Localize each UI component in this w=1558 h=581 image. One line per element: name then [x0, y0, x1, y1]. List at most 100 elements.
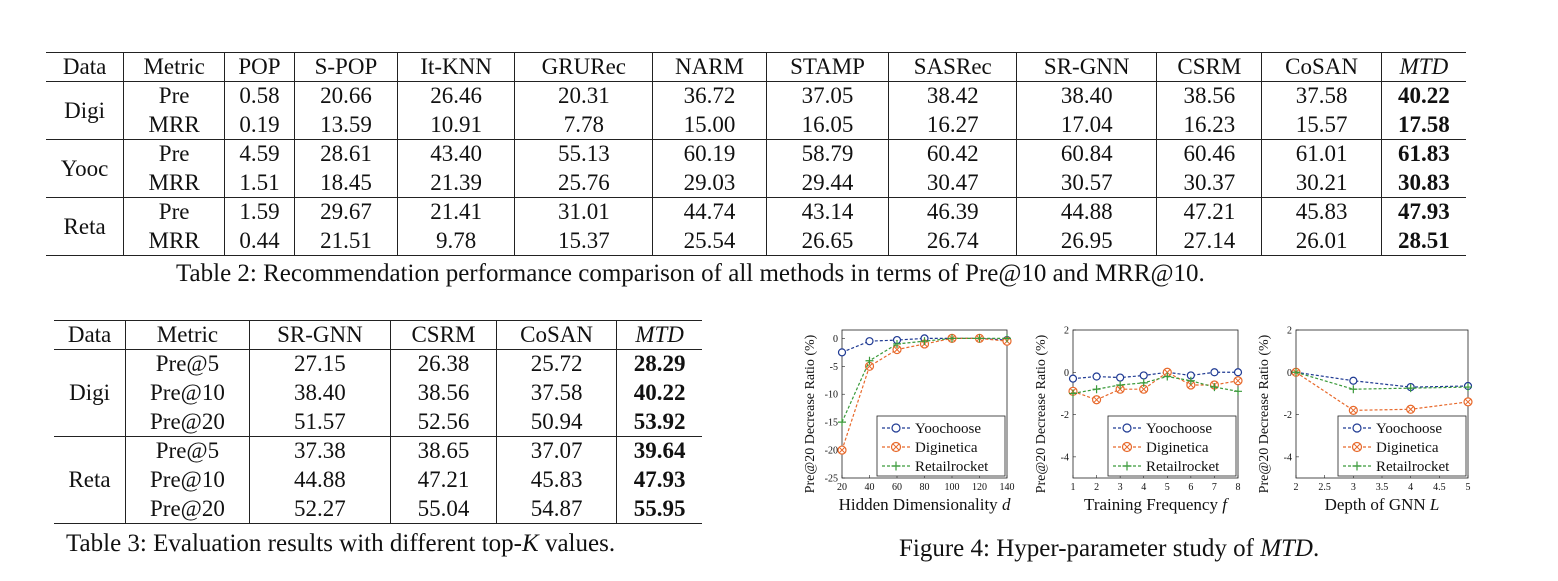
- data-point-cross: [838, 446, 846, 454]
- value-cell: 52.27: [249, 494, 392, 524]
- metric-cell: MRR: [123, 110, 226, 140]
- x-tick-label: 7: [1212, 482, 1217, 493]
- data-point: [1234, 387, 1242, 396]
- legend-label: Diginetica: [1376, 440, 1439, 456]
- value-cell: 4.59: [224, 139, 295, 169]
- data-point: [1233, 368, 1243, 377]
- y-tick-label: -5: [830, 362, 838, 373]
- x-tick-label: 1: [1071, 482, 1076, 493]
- table-row: Yooc Pre 4.59 28.61 43.40 55.13 60.19 58.79 60.4…: [46, 139, 1466, 198]
- x-tick-label: 2: [1094, 482, 1099, 493]
- value-cell: 21.51: [294, 226, 398, 256]
- value-cell: 37.07: [496, 436, 618, 466]
- value-cell: 51.57: [249, 407, 392, 437]
- data-point-cross: [866, 363, 873, 370]
- x-tick-label: 2: [1294, 482, 1299, 493]
- column-header: CoSAN: [1261, 52, 1382, 82]
- data-point: [1349, 385, 1358, 394]
- x-tick-label: 4: [1141, 482, 1146, 493]
- series-line-yoochoose: [1295, 371, 1469, 388]
- table-3-caption: Table 3: Evaluation results with differe…: [66, 530, 616, 557]
- value-cell: 44.88: [249, 465, 392, 495]
- value-cell: 55.13: [514, 139, 654, 169]
- plot-frame: [1072, 329, 1239, 479]
- legend-marker: [1352, 423, 1362, 433]
- best-value: 17.58: [1398, 111, 1450, 137]
- x-tick-label: 60: [892, 482, 902, 493]
- value-cell: 36.72: [652, 81, 767, 111]
- value-cell: 26.38: [390, 349, 497, 379]
- best-value: 61.83: [1398, 141, 1450, 167]
- data-point: [1186, 376, 1195, 385]
- x-tick-label: 140: [1000, 482, 1015, 493]
- table-header-row: Data Metric SR-GNN CSRM CoSAN MTD: [54, 320, 702, 350]
- data-point-cross: [1140, 386, 1147, 393]
- dataset-cell: Digi: [54, 349, 127, 437]
- legend-label: Retailrocket: [1146, 459, 1220, 475]
- value-cell: 21.39: [397, 168, 516, 198]
- value-cell: 16.05: [766, 110, 890, 140]
- dataset-cell: Reta: [46, 197, 125, 256]
- value-cell: 38.40: [1016, 81, 1158, 111]
- metric-cell: Pre@20: [125, 407, 250, 437]
- value-cell: 30.37: [1156, 168, 1263, 198]
- mtd-label: MTD: [635, 322, 684, 347]
- value-cell: 43.40: [397, 139, 516, 169]
- metric-cell: Pre@10: [125, 465, 250, 495]
- value-cell: 25.72: [496, 349, 618, 379]
- metric-cell: Pre: [123, 81, 226, 111]
- results-table-3: Data Metric SR-GNN CSRM CoSAN MTD Digi Pre@5 27.…: [54, 320, 702, 524]
- data-point-cross: [893, 346, 901, 353]
- data-point: [1092, 372, 1101, 381]
- y-tick-label: 2: [1064, 326, 1069, 337]
- value-cell: 38.65: [390, 436, 497, 466]
- y-tick-label: -15: [825, 418, 838, 429]
- column-header: CSRM: [1156, 52, 1263, 82]
- table-row: MRR 1.51 18.45 21.39 25.76 29.03 29.44 30.47 30.…: [46, 168, 1466, 198]
- y-tick-label: -25: [825, 474, 838, 485]
- y-tick-label: 0: [1064, 368, 1069, 379]
- data-point: [1139, 378, 1148, 387]
- x-tick-label: 3: [1118, 482, 1123, 493]
- column-header: Metric: [123, 52, 226, 82]
- value-cell: 25.54: [652, 226, 767, 256]
- value-cell: 1.51: [224, 168, 295, 198]
- value-cell: 39.64: [617, 437, 702, 466]
- value-cell: 26.95: [1016, 226, 1158, 256]
- value-cell: 28.29: [617, 350, 702, 379]
- data-point: [1003, 334, 1011, 343]
- value-cell: 47.21: [1156, 197, 1263, 227]
- best-value: 40.22: [1398, 83, 1450, 109]
- metric-cell: Pre: [123, 139, 226, 169]
- value-cell: 30.21: [1261, 168, 1382, 198]
- table-header-row: Data Metric POP S-POP It-KNN GRURec NARM STAMP S…: [46, 52, 1466, 82]
- x-tick-label: 3.5: [1376, 482, 1389, 493]
- value-cell: 30.47: [888, 168, 1018, 198]
- y-tick-label: 2: [1287, 326, 1292, 337]
- value-cell: 17.04: [1016, 110, 1158, 140]
- dataset-cell: Yooc: [46, 139, 125, 198]
- data-point-cross: [1464, 398, 1472, 406]
- column-header: MTD: [616, 320, 702, 350]
- value-cell: 37.38: [249, 436, 392, 466]
- data-point: [1092, 385, 1101, 394]
- legend-marker: [1122, 423, 1132, 433]
- y-tick-label: 0: [833, 334, 838, 345]
- value-cell: 60.46: [1156, 139, 1263, 169]
- metric-cell: Pre: [123, 197, 226, 227]
- results-table-2: Data Metric POP S-POP It-KNN GRURec NARM STAMP S…: [46, 52, 1466, 256]
- value-cell: 0.58: [224, 81, 295, 111]
- data-point: [1139, 371, 1148, 380]
- metric-cell: MRR: [123, 226, 226, 256]
- x-axis-label: Training Frequency f: [1084, 495, 1229, 514]
- y-tick-label: -20: [825, 446, 838, 457]
- value-cell: 20.31: [514, 81, 654, 111]
- x-tick-label: 3: [1351, 482, 1356, 493]
- column-header: SASRec: [888, 52, 1018, 82]
- value-cell: 43.14: [766, 197, 890, 227]
- data-point: [1210, 383, 1219, 392]
- data-point: [1116, 373, 1125, 382]
- dataset-cell: Digi: [46, 81, 125, 140]
- y-tick-label: -10: [825, 390, 838, 401]
- x-tick-label: 8: [1236, 482, 1241, 493]
